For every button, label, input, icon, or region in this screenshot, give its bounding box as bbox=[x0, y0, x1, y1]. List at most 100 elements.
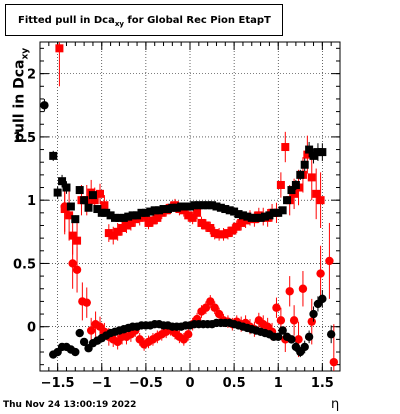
data-point-square bbox=[269, 208, 278, 217]
data-point-square bbox=[155, 206, 164, 215]
data-point-square bbox=[313, 148, 322, 157]
data-point-circle bbox=[287, 335, 296, 344]
data-point-square bbox=[126, 218, 135, 227]
data-point-square bbox=[223, 229, 232, 238]
data-point-square bbox=[225, 206, 234, 215]
data-point-square bbox=[90, 196, 99, 205]
data-point-circle bbox=[285, 287, 294, 296]
data-point-square bbox=[312, 189, 321, 198]
data-point-circle bbox=[326, 330, 336, 339]
data-point-square bbox=[208, 201, 217, 210]
data-point-square bbox=[278, 206, 287, 215]
data-point-square bbox=[168, 203, 177, 212]
data-point-square bbox=[97, 208, 106, 217]
data-point-square bbox=[232, 222, 241, 231]
data-point-square bbox=[283, 196, 292, 205]
data-point-square bbox=[96, 189, 104, 198]
data-point-square bbox=[228, 226, 237, 235]
data-point-square bbox=[210, 229, 219, 238]
data-point-square bbox=[150, 206, 159, 215]
data-point-square bbox=[261, 212, 269, 221]
data-point-circle bbox=[278, 326, 287, 335]
series-group bbox=[40, 42, 339, 371]
data-point-circle bbox=[184, 330, 193, 339]
data-point-square bbox=[141, 208, 150, 217]
data-point-square bbox=[104, 229, 113, 238]
y-tick-label: 2 bbox=[27, 68, 36, 83]
data-point-circle bbox=[210, 303, 219, 312]
data-point-circle bbox=[276, 316, 286, 325]
data-point-square bbox=[256, 213, 265, 222]
data-point-square bbox=[102, 208, 111, 217]
data-point-circle bbox=[289, 316, 299, 325]
data-point-square bbox=[300, 160, 309, 169]
data-point-square bbox=[100, 201, 109, 210]
data-point-square bbox=[234, 210, 243, 219]
data-point-square bbox=[133, 211, 142, 220]
x-tick-label: 0 bbox=[185, 376, 194, 391]
data-point-square bbox=[307, 173, 316, 182]
data-point-circle bbox=[300, 342, 309, 352]
x-tick-label: −1.5 bbox=[41, 376, 75, 391]
data-point-square bbox=[281, 143, 290, 152]
y-axis-label: pull in Dcaxy bbox=[11, 47, 31, 143]
data-point-square bbox=[53, 188, 62, 197]
data-point-circle bbox=[60, 202, 69, 211]
chart-title: Fitted pull in Dcaxy for Global Rec Pion… bbox=[18, 15, 271, 28]
y-tick-label: 1 bbox=[27, 194, 36, 209]
data-point-square bbox=[194, 201, 203, 210]
x-tick-label: −1 bbox=[92, 376, 112, 391]
data-point-square bbox=[172, 203, 181, 212]
axis-ticks: −1.5 −1 −0.5 0 0.5 1 1.5 0 0.5 1 1.5 2 bbox=[13, 42, 341, 391]
data-point-square bbox=[71, 215, 80, 224]
data-point-square bbox=[163, 205, 172, 214]
data-point-square bbox=[115, 213, 124, 222]
data-point-square bbox=[148, 216, 157, 225]
data-point-circle bbox=[71, 347, 80, 357]
data-point-square bbox=[318, 148, 327, 157]
data-point-square bbox=[55, 44, 64, 53]
x-tick-label: 0.5 bbox=[223, 376, 246, 391]
data-point-square bbox=[215, 230, 224, 239]
data-point-circle bbox=[307, 317, 316, 326]
data-point-square bbox=[305, 145, 314, 154]
data-point-square bbox=[119, 213, 128, 222]
data-point-square bbox=[184, 211, 193, 220]
data-point-square bbox=[243, 212, 252, 221]
data-point-square bbox=[193, 208, 202, 217]
data-point-square bbox=[84, 203, 93, 212]
x-tick-label: 1 bbox=[274, 376, 283, 391]
data-point-square bbox=[113, 227, 122, 236]
data-point-square bbox=[186, 202, 194, 211]
data-point-square bbox=[181, 202, 190, 211]
data-point-square bbox=[58, 177, 67, 186]
date-stamp: Thu Nov 24 13:00:19 2022 bbox=[3, 400, 137, 410]
data-point-circle bbox=[304, 332, 314, 342]
data-point-square bbox=[230, 207, 239, 216]
data-point-square bbox=[65, 211, 74, 220]
x-tick-label: −0.5 bbox=[129, 376, 163, 391]
data-point-circle bbox=[318, 294, 327, 304]
data-point-square bbox=[303, 150, 312, 159]
data-point-square bbox=[106, 211, 115, 220]
data-point-circle bbox=[329, 357, 339, 367]
data-point-square bbox=[118, 224, 127, 233]
data-point-square bbox=[188, 213, 197, 222]
data-point-circle bbox=[325, 256, 334, 266]
data-point-square bbox=[146, 207, 155, 216]
data-marks bbox=[40, 42, 339, 371]
data-point-square bbox=[296, 170, 305, 179]
data-point-circle bbox=[272, 303, 281, 312]
data-point-circle bbox=[201, 303, 211, 312]
data-point-square bbox=[190, 201, 199, 210]
data-point-circle bbox=[86, 326, 96, 335]
data-point-square bbox=[144, 218, 153, 227]
data-point-circle bbox=[309, 309, 318, 319]
data-point-square bbox=[68, 231, 77, 240]
data-point-circle bbox=[316, 269, 325, 278]
data-point-square bbox=[316, 196, 325, 205]
data-point-square bbox=[199, 201, 208, 210]
data-point-square bbox=[73, 236, 82, 245]
data-point-circle bbox=[68, 259, 77, 268]
